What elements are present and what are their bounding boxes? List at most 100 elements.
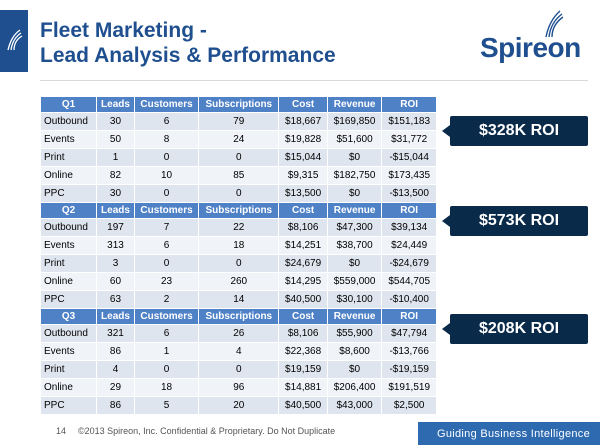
title-line-2: Lead Analysis & Performance: [40, 44, 336, 67]
table-row: PPC 30 0 0 $13,500 $0 -$13,500: [40, 184, 437, 203]
table-row: Print 4 0 0 $19,159 $0 -$19,159: [40, 360, 437, 379]
col-cost: Cost: [278, 96, 328, 113]
table-row: Events 313 6 18 $14,251 $38,700 $24,449: [40, 236, 437, 255]
cost-cell: $13,500: [278, 184, 328, 203]
cost-cell: $15,044: [278, 148, 328, 167]
table-row: Outbound 321 6 26 $8,106 $55,900 $47,794: [40, 324, 437, 343]
channel-cell: Outbound: [40, 218, 97, 237]
leads-cell: 30: [96, 112, 135, 131]
table-row: Outbound 30 6 79 $18,667 $169,850 $151,1…: [40, 112, 437, 131]
leads-cell: 4: [96, 360, 135, 379]
revenue-cell: $30,100: [326, 290, 383, 309]
roi-cell: -$13,500: [381, 184, 437, 203]
subscriptions-cell: 260: [198, 272, 280, 291]
leads-cell: 82: [96, 166, 135, 185]
leads-cell: 63: [96, 290, 135, 309]
revenue-cell: $43,000: [326, 396, 383, 415]
col-revenue: Revenue: [326, 96, 383, 113]
spireon-logo: Spireon: [480, 10, 590, 70]
channel-cell: Online: [40, 378, 97, 397]
col-cost: Cost: [278, 308, 328, 325]
channel-cell: PPC: [40, 184, 97, 203]
roi-cell: $24,449: [381, 236, 437, 255]
roi-cell: -$13,766: [381, 342, 437, 361]
col-revenue: Revenue: [326, 308, 383, 325]
leads-cell: 86: [96, 342, 135, 361]
leads-cell: 197: [96, 218, 135, 237]
tagline-text: Guiding Business Intelligence: [436, 427, 590, 440]
cost-cell: $24,679: [278, 254, 328, 273]
subscriptions-cell: 96: [198, 378, 280, 397]
cost-cell: $40,500: [278, 290, 328, 309]
subscriptions-cell: 0: [198, 360, 280, 379]
table-row: Online 60 23 260 $14,295 $559,000 $544,7…: [40, 272, 437, 291]
subscriptions-cell: 0: [198, 184, 280, 203]
subscriptions-cell: 22: [198, 218, 280, 237]
roi-cell: $39,134: [381, 218, 437, 237]
customers-cell: 7: [133, 218, 200, 237]
channel-cell: Online: [40, 272, 97, 291]
customers-cell: 0: [133, 148, 200, 167]
table-header-row: Q1 Leads Customers Subscriptions Cost Re…: [40, 96, 437, 113]
table-row: Online 29 18 96 $14,881 $206,400 $191,51…: [40, 378, 437, 397]
cost-cell: $14,251: [278, 236, 328, 255]
table-row: PPC 86 5 20 $40,500 $43,000 $2,500: [40, 396, 437, 415]
cost-cell: $9,315: [278, 166, 328, 185]
col-leads: Leads: [96, 308, 135, 325]
channel-cell: Outbound: [40, 324, 97, 343]
customers-cell: 10: [133, 166, 200, 185]
leads-cell: 3: [96, 254, 135, 273]
revenue-cell: $51,600: [326, 130, 383, 149]
col-cost: Cost: [278, 202, 328, 219]
spireon-mark-icon: [7, 29, 23, 51]
revenue-cell: $0: [326, 184, 383, 203]
revenue-cell: $8,600: [326, 342, 383, 361]
channel-cell: PPC: [40, 290, 97, 309]
roi-cell: -$15,044: [381, 148, 437, 167]
left-accent-bar: [0, 10, 28, 72]
subscriptions-cell: 85: [198, 166, 280, 185]
cost-cell: $8,106: [278, 324, 328, 343]
subscriptions-cell: 14: [198, 290, 280, 309]
customers-cell: 1: [133, 342, 200, 361]
subscriptions-cell: 4: [198, 342, 280, 361]
table-row: Online 82 10 85 $9,315 $182,750 $173,435: [40, 166, 437, 185]
quarter-label: Q3: [40, 308, 97, 325]
table-row: Events 86 1 4 $22,368 $8,600 -$13,766: [40, 342, 437, 361]
quarter-label: Q1: [40, 96, 97, 113]
customers-cell: 5: [133, 396, 200, 415]
page-title: Fleet Marketing - Lead Analysis & Perfor…: [40, 18, 336, 68]
table-header-row: Q3 Leads Customers Subscriptions Cost Re…: [40, 308, 437, 325]
q3-roi-badge: $208K ROI: [442, 314, 588, 344]
q3-table: Q3 Leads Customers Subscriptions Cost Re…: [40, 308, 437, 415]
q2-table: Q2 Leads Customers Subscriptions Cost Re…: [40, 202, 437, 309]
title-line-1: Fleet Marketing -: [40, 19, 207, 42]
customers-cell: 6: [133, 324, 200, 343]
roi-cell: -$10,400: [381, 290, 437, 309]
revenue-cell: $182,750: [326, 166, 383, 185]
subscriptions-cell: 26: [198, 324, 280, 343]
col-roi: ROI: [381, 96, 437, 113]
revenue-cell: $169,850: [326, 112, 383, 131]
col-revenue: Revenue: [326, 202, 383, 219]
roi-cell: $2,500: [381, 396, 437, 415]
revenue-cell: $0: [326, 148, 383, 167]
cost-cell: $14,295: [278, 272, 328, 291]
channel-cell: Print: [40, 254, 97, 273]
customers-cell: 6: [133, 112, 200, 131]
cost-cell: $18,667: [278, 112, 328, 131]
customers-cell: 2: [133, 290, 200, 309]
leads-cell: 313: [96, 236, 135, 255]
channel-cell: Print: [40, 360, 97, 379]
col-leads: Leads: [96, 96, 135, 113]
copyright-notice: ©2013 Spireon, Inc. Confidential & Propr…: [78, 426, 336, 436]
subscriptions-cell: 0: [198, 254, 280, 273]
roi-cell: $47,794: [381, 324, 437, 343]
roi-cell: $151,183: [381, 112, 437, 131]
cost-cell: $22,368: [278, 342, 328, 361]
subscriptions-cell: 0: [198, 148, 280, 167]
roi-cell: -$24,679: [381, 254, 437, 273]
spireon-swoosh-icon: [545, 10, 564, 38]
revenue-cell: $38,700: [326, 236, 383, 255]
cost-cell: $40,500: [278, 396, 328, 415]
